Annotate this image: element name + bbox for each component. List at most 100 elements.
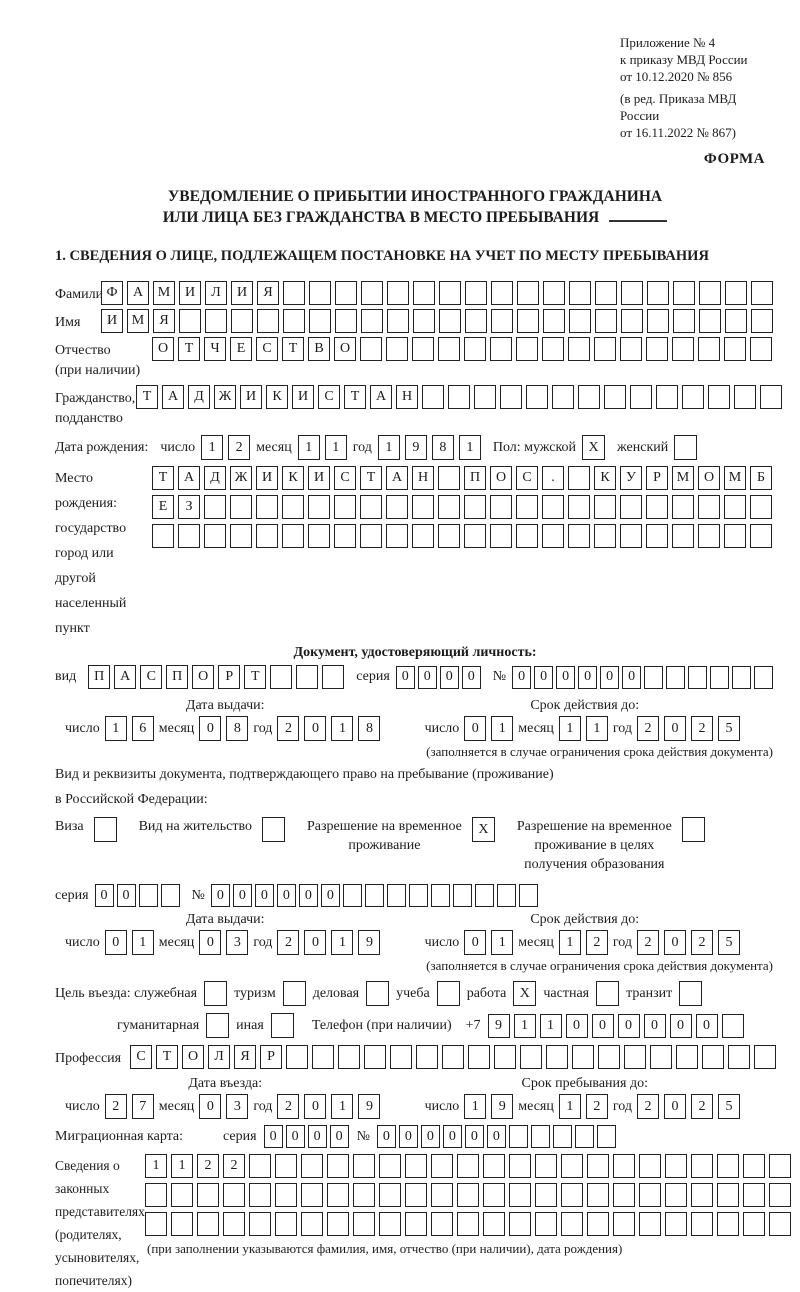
char-cell[interactable]: М xyxy=(127,309,149,333)
char-cell[interactable] xyxy=(594,495,616,519)
char-cell[interactable]: 0 xyxy=(376,1125,396,1148)
char-cell[interactable]: 0 xyxy=(263,1125,283,1148)
char-cell[interactable]: Ж xyxy=(214,385,236,409)
char-cell[interactable] xyxy=(416,1045,438,1069)
char-cell[interactable]: 1 xyxy=(145,1154,167,1178)
char-cell[interactable]: 5 xyxy=(718,930,740,955)
char-cell[interactable] xyxy=(702,1045,724,1069)
char-cell[interactable] xyxy=(535,1154,557,1178)
char-cell[interactable] xyxy=(309,281,331,305)
char-cell[interactable] xyxy=(666,665,686,689)
char-cell[interactable] xyxy=(439,309,461,333)
char-cell[interactable] xyxy=(353,1212,375,1236)
char-cell[interactable]: 0 xyxy=(486,1125,506,1148)
char-cell[interactable] xyxy=(249,1154,271,1178)
char-cell[interactable]: Т xyxy=(136,385,158,409)
char-cell[interactable] xyxy=(494,1045,516,1069)
char-cell[interactable] xyxy=(439,281,461,305)
char-cell[interactable]: 0 xyxy=(461,665,481,689)
char-cell[interactable]: 2 xyxy=(104,1094,127,1119)
char-cell[interactable]: Т xyxy=(156,1045,178,1069)
char-cell[interactable] xyxy=(160,884,180,907)
char-cell[interactable] xyxy=(620,337,642,361)
char-cell[interactable] xyxy=(543,281,565,305)
char-cell[interactable]: 2 xyxy=(228,435,251,460)
char-cell[interactable] xyxy=(750,495,772,519)
char-cell[interactable]: 2 xyxy=(277,716,300,741)
char-cell[interactable]: 0 xyxy=(565,1013,588,1038)
char-cell[interactable] xyxy=(448,385,470,409)
char-cell[interactable]: 0 xyxy=(104,930,127,955)
char-cell[interactable]: 5 xyxy=(718,1094,740,1119)
char-cell[interactable]: 2 xyxy=(585,1094,608,1119)
char-cell[interactable] xyxy=(647,309,669,333)
char-cell[interactable] xyxy=(543,309,565,333)
char-cell[interactable] xyxy=(568,337,590,361)
char-cell[interactable]: Д xyxy=(204,466,226,490)
char-cell[interactable]: 1 xyxy=(539,1013,562,1038)
char-cell[interactable] xyxy=(743,1183,765,1207)
char-cell[interactable]: 0 xyxy=(199,930,222,955)
char-cell[interactable] xyxy=(464,495,486,519)
temp-residence-edu-checkbox[interactable] xyxy=(681,817,705,842)
char-cell[interactable] xyxy=(604,385,626,409)
char-cell[interactable] xyxy=(691,1154,713,1178)
char-cell[interactable]: 0 xyxy=(556,665,576,689)
char-cell[interactable]: 1 xyxy=(458,435,481,460)
char-cell[interactable]: Т xyxy=(152,466,174,490)
char-cell[interactable] xyxy=(408,884,428,907)
char-cell[interactable]: С xyxy=(516,466,538,490)
char-cell[interactable]: У xyxy=(620,466,642,490)
char-cell[interactable]: 9 xyxy=(491,1094,514,1119)
char-cell[interactable] xyxy=(491,281,513,305)
char-cell[interactable]: С xyxy=(334,466,356,490)
char-cell[interactable] xyxy=(301,1183,323,1207)
char-cell[interactable]: А xyxy=(370,385,392,409)
char-cell[interactable] xyxy=(197,1212,219,1236)
char-cell[interactable]: 0 xyxy=(276,884,296,907)
char-cell[interactable] xyxy=(724,337,746,361)
char-cell[interactable]: 0 xyxy=(417,665,437,689)
char-cell[interactable]: 0 xyxy=(307,1125,327,1148)
char-cell[interactable] xyxy=(327,1212,349,1236)
char-cell[interactable] xyxy=(360,495,382,519)
char-cell[interactable]: Е xyxy=(152,495,174,519)
char-cell[interactable]: 0 xyxy=(512,665,532,689)
purpose-other-checkbox[interactable] xyxy=(270,1013,294,1038)
char-cell[interactable] xyxy=(676,1045,698,1069)
char-cell[interactable] xyxy=(542,495,564,519)
char-cell[interactable] xyxy=(520,1045,542,1069)
char-cell[interactable] xyxy=(530,1125,550,1148)
char-cell[interactable] xyxy=(598,1045,620,1069)
char-cell[interactable] xyxy=(574,1125,594,1148)
char-cell[interactable] xyxy=(491,309,513,333)
char-cell[interactable] xyxy=(438,466,460,490)
visa-checkbox[interactable] xyxy=(93,817,117,842)
char-cell[interactable] xyxy=(639,1212,661,1236)
char-cell[interactable] xyxy=(751,309,773,333)
char-cell[interactable]: 0 xyxy=(442,1125,462,1148)
char-cell[interactable] xyxy=(568,524,590,548)
char-cell[interactable] xyxy=(283,309,305,333)
char-cell[interactable] xyxy=(691,1183,713,1207)
purpose-official-checkbox[interactable] xyxy=(204,981,228,1006)
char-cell[interactable] xyxy=(257,309,279,333)
char-cell[interactable] xyxy=(145,1212,167,1236)
char-cell[interactable]: С xyxy=(140,665,163,689)
char-cell[interactable]: 0 xyxy=(464,716,487,741)
char-cell[interactable] xyxy=(386,884,406,907)
char-cell[interactable] xyxy=(646,337,668,361)
char-cell[interactable] xyxy=(613,1212,635,1236)
char-cell[interactable] xyxy=(442,1045,464,1069)
char-cell[interactable]: 8 xyxy=(226,716,249,741)
char-cell[interactable] xyxy=(405,1212,427,1236)
char-cell[interactable]: 0 xyxy=(622,665,642,689)
char-cell[interactable] xyxy=(152,524,174,548)
char-cell[interactable] xyxy=(572,1045,594,1069)
char-cell[interactable]: 0 xyxy=(304,1094,327,1119)
char-cell[interactable]: 1 xyxy=(513,1013,536,1038)
char-cell[interactable] xyxy=(754,1045,776,1069)
char-cell[interactable] xyxy=(578,385,600,409)
char-cell[interactable] xyxy=(620,524,642,548)
char-cell[interactable] xyxy=(691,1212,713,1236)
